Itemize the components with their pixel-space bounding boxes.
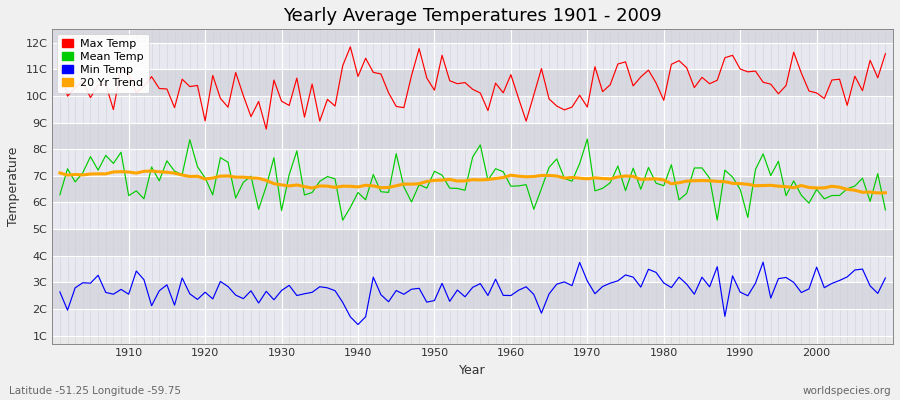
Text: Latitude -51.25 Longitude -59.75: Latitude -51.25 Longitude -59.75 <box>9 386 181 396</box>
Bar <box>52 96 893 122</box>
Bar <box>52 256 893 282</box>
Bar <box>52 16 893 42</box>
Bar <box>52 282 893 309</box>
Y-axis label: Temperature: Temperature <box>7 147 20 226</box>
Legend: Max Temp, Mean Temp, Min Temp, 20 Yr Trend: Max Temp, Mean Temp, Min Temp, 20 Yr Tre… <box>57 34 149 93</box>
Bar <box>52 122 893 149</box>
Bar <box>52 309 893 336</box>
Bar <box>52 229 893 256</box>
Bar <box>52 149 893 176</box>
Bar <box>52 202 893 229</box>
Bar <box>52 42 893 69</box>
Bar <box>52 176 893 202</box>
Title: Yearly Average Temperatures 1901 - 2009: Yearly Average Temperatures 1901 - 2009 <box>284 7 662 25</box>
Bar <box>52 69 893 96</box>
Text: worldspecies.org: worldspecies.org <box>803 386 891 396</box>
X-axis label: Year: Year <box>459 364 486 377</box>
